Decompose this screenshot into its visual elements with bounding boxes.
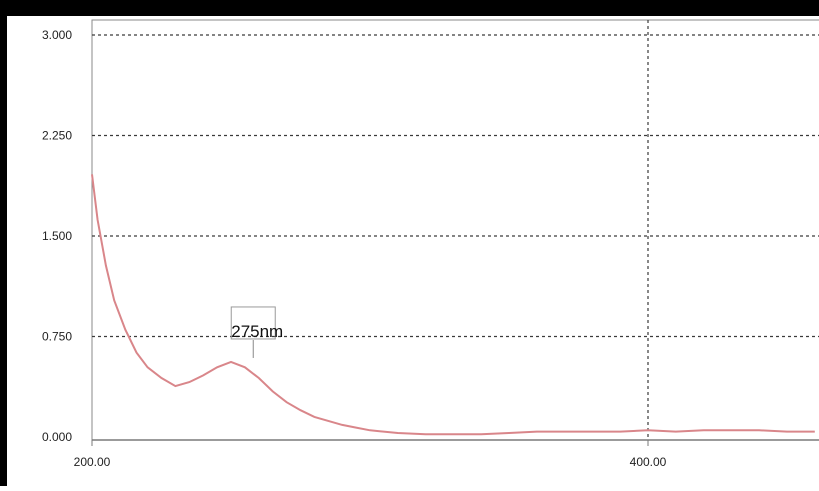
annotations: 275nm	[230, 306, 283, 358]
series-line	[91, 174, 815, 436]
annotation-box	[230, 306, 276, 340]
annotation-label: 275nm	[231, 322, 283, 341]
y-tick-labels: 3.000 2.250 1.500 0.750 0.000	[42, 28, 72, 444]
y-tick-label: 1.500	[42, 229, 72, 243]
y-tick-label: 2.250	[42, 129, 72, 143]
x-tick-label: 200.00	[74, 455, 111, 469]
grid-lines	[92, 20, 819, 440]
y-tick-label: 0.750	[42, 330, 72, 344]
left-bar	[0, 0, 7, 486]
x-tick-label: 400.00	[630, 455, 667, 469]
y-tick-label: 3.000	[42, 28, 72, 42]
x-tick-labels: 200.00 400.00	[74, 440, 667, 469]
top-bar	[0, 0, 819, 16]
y-tick-label: 0.000	[42, 430, 72, 444]
